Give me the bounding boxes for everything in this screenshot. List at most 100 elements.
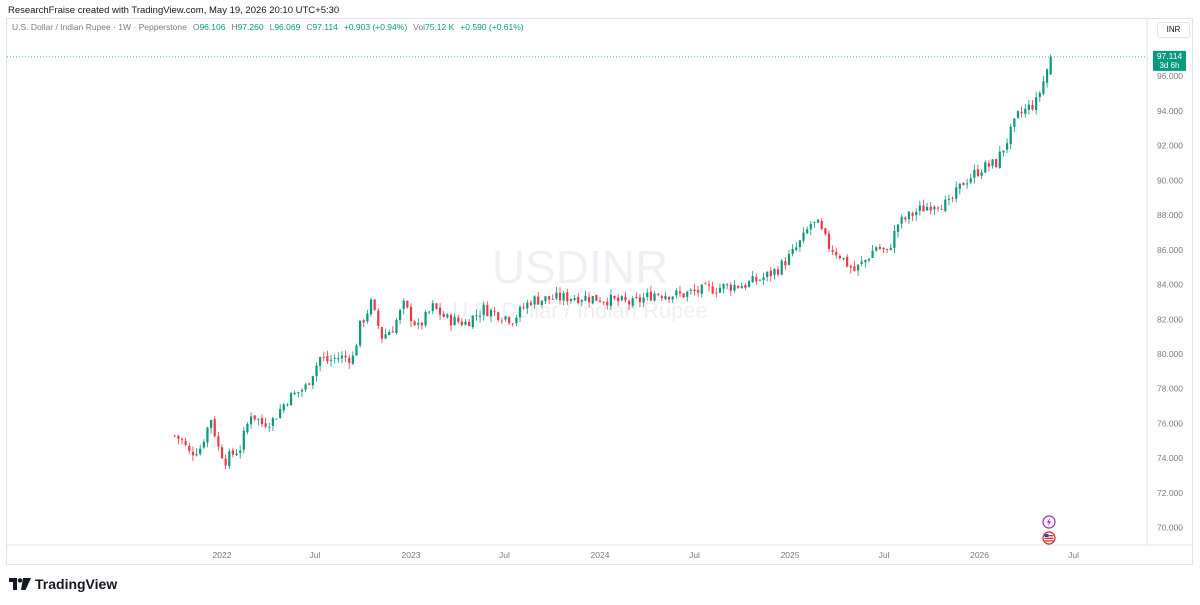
candle [627, 299, 631, 311]
candle [642, 292, 645, 308]
x-tick-label: Jul [310, 550, 321, 560]
candle [246, 421, 249, 435]
candle [806, 226, 809, 235]
candle [889, 243, 892, 251]
candle [1027, 99, 1030, 115]
candle [900, 214, 903, 229]
candle [915, 208, 918, 221]
candle [508, 316, 511, 326]
candle [995, 158, 998, 168]
candle [540, 300, 543, 308]
candle [304, 382, 307, 392]
candle [337, 352, 340, 363]
candle [704, 281, 707, 285]
candle [878, 243, 881, 251]
candle [784, 257, 787, 270]
candle [733, 280, 736, 293]
chart-frame[interactable] [6, 18, 1193, 565]
candle [795, 242, 798, 252]
candle [449, 312, 453, 332]
candle [766, 271, 769, 282]
candle [282, 402, 285, 414]
candle [955, 181, 958, 203]
candle [744, 282, 747, 291]
candle [264, 417, 267, 429]
currency-button[interactable]: INR [1157, 22, 1190, 38]
candle [595, 294, 598, 301]
candle [344, 350, 347, 362]
candle [729, 282, 732, 297]
candle [220, 444, 224, 459]
candle [722, 283, 725, 294]
candle [755, 273, 758, 286]
candle [1045, 68, 1049, 88]
candle [478, 310, 482, 323]
candle [929, 202, 932, 215]
price-change: +0.903 (+0.94%) [343, 22, 408, 32]
candle [922, 199, 925, 212]
candle [715, 287, 718, 298]
x-tick-label: Jul [689, 550, 700, 560]
candle [413, 319, 416, 327]
candle [522, 302, 525, 310]
candle [907, 211, 911, 224]
candle [631, 296, 634, 308]
candle [882, 247, 885, 254]
candle [217, 431, 220, 451]
candle [987, 159, 991, 172]
candle [573, 295, 576, 302]
close-value: 97.114 [312, 22, 338, 32]
high-value: 97.260 [237, 22, 264, 32]
candle [846, 254, 849, 268]
candle [904, 216, 907, 223]
low-value: 96.069 [274, 22, 301, 32]
candle [998, 145, 1001, 169]
candle [406, 300, 409, 309]
candle [798, 239, 802, 252]
candle [831, 245, 834, 255]
candle [548, 296, 551, 305]
x-axis-ticks: 2022 Jul 2023 Jul 2024 Jul 2025 Jul 2026 Jul [213, 550, 1080, 560]
candle [555, 286, 558, 300]
candle [300, 387, 304, 398]
event-lightning-icon[interactable] [1042, 515, 1056, 529]
x-tick-label: 2026 [970, 550, 989, 560]
candle [529, 300, 533, 307]
candle [380, 326, 384, 344]
candle [791, 244, 794, 257]
candle [188, 442, 191, 454]
candle [1016, 110, 1020, 120]
candle [435, 302, 438, 310]
candle [464, 318, 467, 326]
candle [769, 266, 772, 282]
candle [657, 292, 660, 297]
candle [551, 294, 554, 300]
candle [319, 356, 322, 372]
candle [518, 304, 522, 322]
candle [617, 294, 620, 306]
candle [697, 285, 700, 297]
candle [867, 257, 871, 263]
y-tick-label: 76.000 [1157, 418, 1183, 428]
candle [311, 375, 314, 389]
candle [584, 290, 587, 302]
candle [533, 295, 536, 309]
candle [1005, 138, 1009, 154]
candle [646, 288, 649, 301]
candle [242, 426, 245, 454]
candle [537, 292, 540, 305]
candle [591, 295, 594, 305]
tradingview-logo[interactable]: TradingView [9, 576, 117, 592]
candle [871, 244, 874, 258]
y-tick-label: 80.000 [1157, 349, 1183, 359]
candle [824, 227, 827, 236]
candle [191, 446, 195, 462]
candle [457, 314, 460, 324]
symbol-description[interactable]: U.S. Dollar / Indian Rupee · 1W · Pepper… [12, 22, 187, 32]
us-flag-event-icon[interactable] [1042, 531, 1056, 545]
candle [816, 218, 820, 223]
candle [660, 294, 663, 301]
candle [762, 272, 765, 285]
candle [638, 293, 642, 308]
